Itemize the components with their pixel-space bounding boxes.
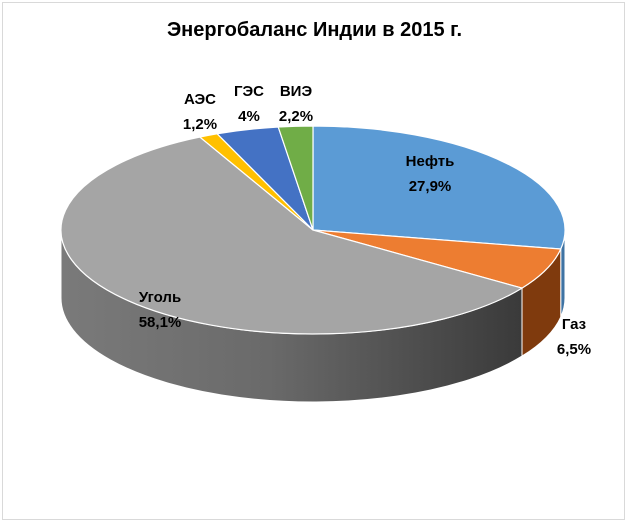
slice-label-hydro: ГЭС xyxy=(234,83,264,100)
chart-title: Энергобаланс Индии в 2015 г. xyxy=(166,19,463,41)
slice-value-coal: 58,1% xyxy=(139,314,182,331)
slice-value-hydro: 4% xyxy=(238,108,260,125)
slice-value-gas: 6,5% xyxy=(557,341,591,358)
pie-slice-oil xyxy=(312,125,566,250)
slice-label-gas: Газ xyxy=(562,316,586,333)
slice-label-nuclear: АЭС xyxy=(184,91,216,108)
slice-value-oil: 27,9% xyxy=(409,178,452,195)
pie-chart: Нефть 27,9% Газ 6,5% Уголь 58,1% АЭС 1,2% ГЭС 4% В… xyxy=(60,83,591,403)
slice-value-nuclear: 1,2% xyxy=(183,116,217,133)
slice-label-renewables: ВИЭ xyxy=(280,83,313,100)
slice-label-coal: Уголь xyxy=(139,289,181,306)
pie-slice-renewables xyxy=(277,125,314,231)
chart-frame: Энергобаланс Индии в 2015 г. Нефть 27,9% Г… xyxy=(2,2,625,520)
slice-label-oil: Нефть xyxy=(406,153,455,170)
pie-slice-coal xyxy=(60,136,524,335)
slice-value-renewables: 2,2% xyxy=(279,108,313,125)
